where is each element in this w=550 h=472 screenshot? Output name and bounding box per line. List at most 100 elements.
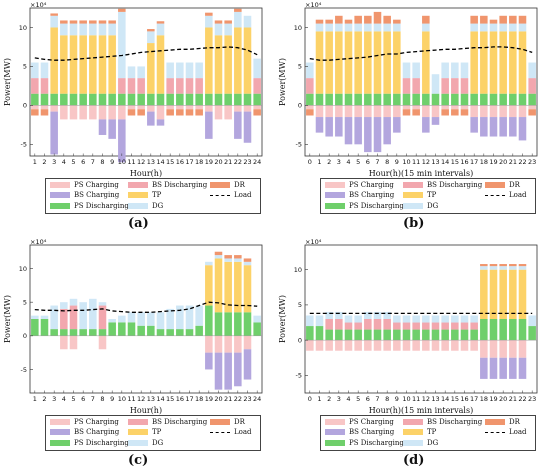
bar-ps-discharging — [480, 93, 488, 106]
bar-dr — [89, 20, 97, 24]
bar-dr — [344, 19, 353, 24]
bar-tp — [205, 27, 213, 94]
legend-item-dg: DG — [403, 202, 438, 210]
x-tick-label: 10 — [402, 395, 410, 403]
bar-ps-charging — [489, 105, 498, 118]
x-tick-label: 11 — [412, 395, 420, 403]
bar-bs-discharging — [383, 319, 391, 330]
bar-tp — [214, 258, 223, 313]
bar-bs-charging — [205, 111, 213, 139]
bar-dg — [451, 315, 459, 323]
bar-tp — [60, 35, 68, 94]
bar-ps-charging — [470, 105, 478, 118]
bar-dr — [224, 20, 232, 24]
legend-swatch — [128, 192, 148, 199]
legend-label: PS Charging — [74, 418, 119, 426]
legend-label: PS Charging — [349, 418, 394, 426]
bar-ps-charging — [441, 340, 449, 351]
x-tick-label: 17 — [185, 395, 193, 403]
bar-tp — [518, 31, 527, 94]
x-tick-label: 18 — [195, 395, 203, 403]
bar-ps-discharging — [176, 329, 184, 336]
bar-ps-discharging — [137, 325, 145, 336]
bar-ps-charging — [69, 335, 78, 350]
legend-item-bs-discharging: BS Discharging — [128, 418, 207, 426]
bar-tp — [364, 31, 372, 94]
bar-dg — [185, 62, 194, 79]
bar-dg — [214, 255, 223, 259]
bar-ps-charging — [306, 105, 314, 110]
x-tick-label: 21 — [224, 158, 232, 166]
y-tick-label: 5 — [23, 63, 27, 71]
legend-label: DG — [427, 438, 439, 447]
legend-item-tp: TP — [403, 428, 436, 436]
bar-bs-discharging — [354, 322, 362, 330]
bar-ps-charging — [335, 105, 343, 118]
legend-label: DR — [509, 418, 520, 426]
y-tick-label: 0 — [23, 332, 27, 340]
x-tick-label: 19 — [489, 158, 497, 166]
bar-ps-discharging — [31, 319, 39, 336]
bar-bs-charging — [373, 117, 382, 153]
x-tick-label: 7 — [375, 395, 379, 403]
bar-ps-discharging — [383, 93, 391, 106]
legend-label: PS Discharging — [349, 201, 404, 210]
bar-ps-discharging — [509, 93, 517, 106]
bar-ps-charging — [205, 335, 213, 353]
bar-dr — [364, 15, 372, 24]
bar-tp — [422, 31, 430, 94]
y-multiplier: ×10⁴ — [305, 1, 322, 9]
legend-swatch — [50, 429, 70, 436]
bar-dg — [489, 266, 498, 270]
y-tick-label: 5 — [298, 301, 302, 309]
bar-ps-discharging — [412, 93, 420, 106]
bar-dr — [118, 8, 126, 12]
y-axis-label: Power(MW) — [3, 295, 12, 343]
bar-ps-discharging — [234, 93, 242, 106]
legend-swatch — [485, 419, 505, 425]
bar-ps-discharging — [441, 329, 449, 341]
bar-ps-discharging — [344, 329, 353, 341]
bar-ps-charging — [127, 105, 136, 110]
legend-swatch — [403, 419, 423, 425]
x-tick-label: 22 — [234, 158, 242, 166]
bar-dg — [118, 11, 126, 79]
x-tick-label: 11 — [127, 395, 135, 403]
bar-bs-discharging — [325, 319, 333, 330]
bar-bs-charging — [518, 117, 527, 141]
bar-bs-charging — [354, 117, 362, 145]
bar-dg — [344, 23, 353, 32]
legend-label: DR — [234, 181, 245, 189]
bar-bs-charging — [489, 117, 498, 137]
bar-bs-discharging — [402, 322, 411, 330]
bar-dg — [499, 23, 507, 32]
legend-item-load: Load — [485, 428, 527, 436]
legend-item-ps-discharging: PS Discharging — [50, 439, 129, 447]
bar-ps-discharging — [253, 93, 261, 106]
bar-dr — [509, 15, 517, 24]
bar-ps-charging — [89, 105, 97, 120]
bar-dg — [253, 315, 261, 323]
legend-item-bs-charging: BS Charging — [50, 191, 119, 199]
bar-ps-charging — [98, 335, 107, 350]
bar-bs-charging — [518, 357, 527, 379]
bar-ps-discharging — [518, 93, 527, 106]
bar-dr — [528, 109, 536, 116]
bar-tp — [499, 269, 507, 319]
legend-swatch — [325, 419, 345, 425]
x-tick-label: 22 — [518, 395, 526, 403]
bar-tp — [234, 27, 242, 94]
bar-ps-discharging — [89, 329, 97, 336]
bar-ps-charging — [412, 340, 420, 351]
y-tick-label: 10 — [294, 266, 302, 274]
bar-dr — [441, 109, 449, 116]
bar-bs-charging — [431, 117, 440, 125]
legend-swatch — [50, 419, 70, 425]
x-tick-label: 23 — [528, 395, 536, 403]
bar-dr — [137, 109, 145, 116]
legend-item-dr: DR — [210, 418, 245, 426]
bar-ps-discharging — [451, 329, 459, 341]
bar-ps-charging — [214, 335, 223, 353]
bar-dg — [31, 315, 39, 319]
